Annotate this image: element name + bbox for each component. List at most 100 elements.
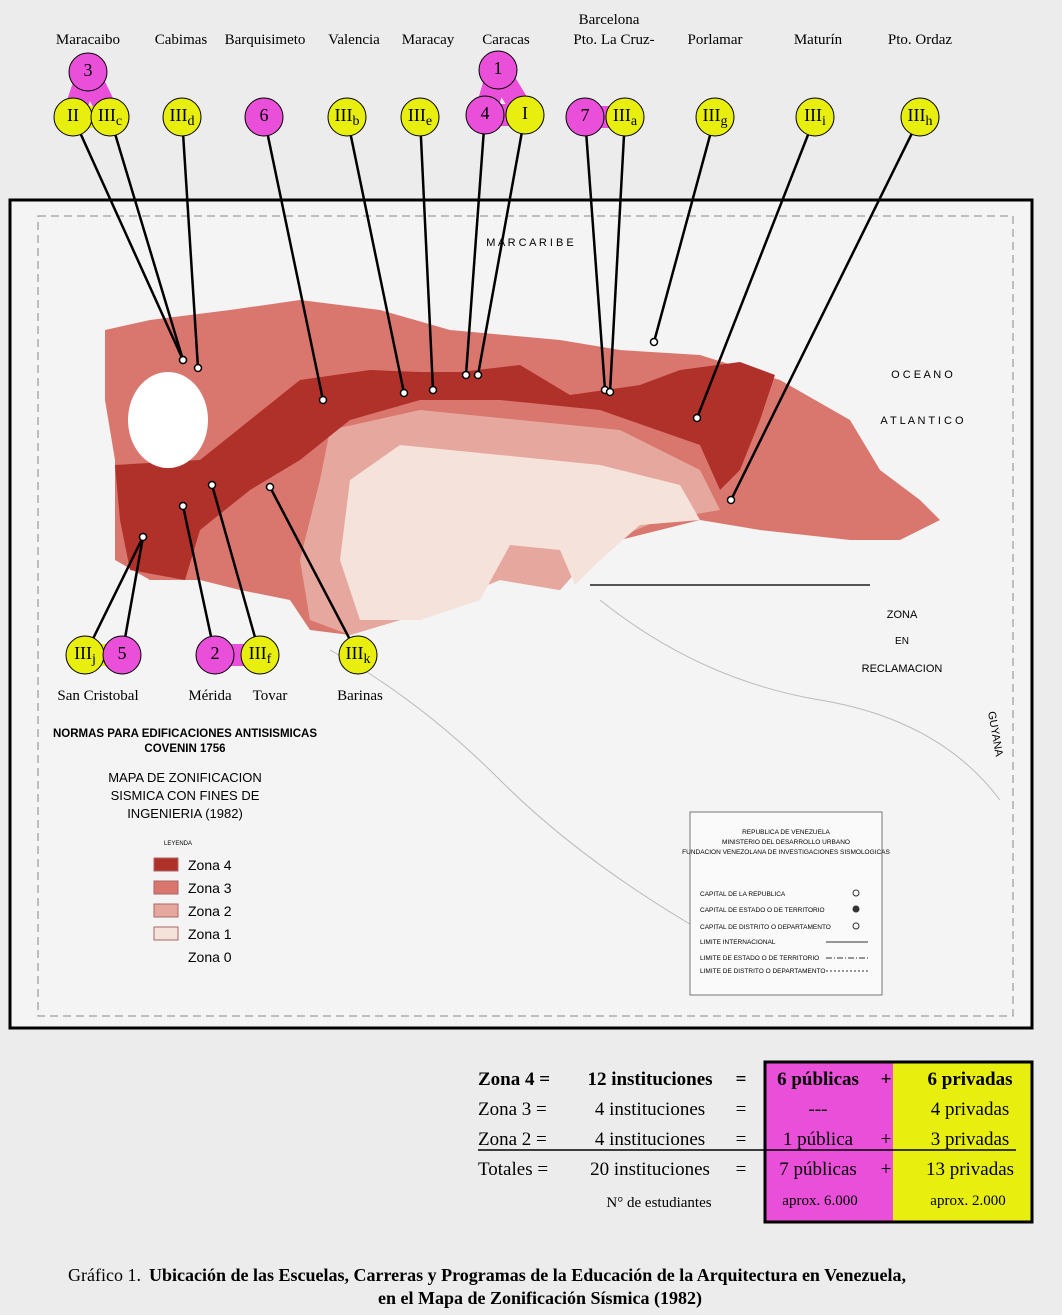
inset-symbol — [852, 922, 860, 930]
inset-box — [689, 811, 883, 996]
public-box — [765, 1062, 893, 1222]
city-point — [178, 501, 188, 511]
marker-label: IIIc — [98, 105, 122, 129]
table-cell: 6 públicas — [777, 1069, 859, 1090]
marker — [795, 97, 835, 137]
table-cell: 4 instituciones — [595, 1099, 705, 1120]
ocean-label: O C E A N O — [891, 369, 953, 381]
marker — [400, 97, 440, 137]
zone-claim-label: RECLAMACION — [862, 663, 943, 675]
marker-sub: b — [352, 114, 359, 129]
city-point — [428, 385, 438, 395]
marker-sub: f — [267, 652, 272, 667]
legend-title: MAPA DE ZONIFICACION — [108, 770, 262, 785]
city-label: Caracas — [482, 32, 530, 48]
norms: COVENIN 1756 — [144, 743, 225, 755]
ocean-label: A T L A N T I C O — [880, 415, 964, 427]
city-label: Tovar — [253, 688, 288, 704]
legend-title: INGENIERIA (1982) — [127, 806, 243, 821]
students-private: aprox. 2.000 — [930, 1193, 1005, 1209]
marker — [478, 50, 518, 90]
leader-line — [180, 116, 200, 369]
marker-main: III — [804, 105, 822, 125]
table-cell: Zona 3 = — [478, 1099, 547, 1120]
city-point — [193, 363, 203, 373]
map-border — [37, 215, 1014, 1017]
marker — [240, 635, 280, 675]
city-label: Maracaibo — [56, 32, 120, 48]
legend-item: Zona 0 — [188, 949, 232, 965]
marker-main: III — [249, 643, 267, 663]
inset-item: LIMITE DE DISTRITO O DEPARTAMENTO — [700, 968, 825, 975]
marker-label: II — [67, 105, 79, 125]
table-cell: Zona 2 = — [478, 1129, 547, 1150]
marker-main: 6 — [260, 105, 269, 125]
marker-label: IIIh — [908, 105, 933, 129]
marker-main: 1 — [494, 58, 503, 78]
zone-1 — [340, 445, 700, 620]
city-label: Porlamar — [688, 32, 743, 48]
marker — [68, 52, 108, 92]
labels: M A R C A R I B E O C E A N O A T L A N … — [53, 237, 1005, 996]
marker — [695, 97, 735, 137]
marker — [195, 635, 235, 675]
marker-label: IIIi — [804, 105, 826, 129]
legend-item: Zona 1 — [188, 926, 232, 942]
marker-label: 6 — [260, 105, 269, 125]
table-cell: = — [736, 1129, 747, 1150]
table-cell: + — [881, 1129, 892, 1150]
city-label: Mérida — [188, 688, 232, 704]
leader-line — [345, 116, 406, 394]
city-point — [649, 337, 659, 347]
marker — [900, 97, 940, 137]
table-cell: 12 instituciones — [587, 1069, 712, 1090]
table-cell: 1 pública — [783, 1129, 854, 1150]
city-point — [178, 355, 188, 365]
table-cell: = — [736, 1099, 747, 1120]
leader-line — [608, 116, 627, 393]
marker-label: 2 — [211, 643, 220, 663]
legend-swatch — [153, 880, 179, 895]
table-cell: 3 privadas — [931, 1129, 1010, 1150]
zone-claim-label: ZONA — [887, 609, 918, 621]
marker — [605, 97, 645, 137]
marker — [465, 95, 505, 135]
marker-label: 3 — [84, 60, 93, 80]
marker-sub: e — [426, 114, 432, 129]
city-point — [605, 387, 615, 397]
city-point — [473, 370, 483, 380]
leader-line — [268, 486, 360, 656]
marker-label: 5 — [118, 643, 127, 663]
legend-swatch — [154, 950, 178, 963]
zone-claim-label: EN — [895, 636, 909, 647]
marker-main: III — [408, 105, 426, 125]
marker-label: IIIa — [613, 105, 638, 129]
marker-main: III — [703, 105, 721, 125]
students-label: N° de estudiantes — [606, 1195, 711, 1211]
city-label: Pto. Ordaz — [888, 32, 952, 48]
marker-main: 3 — [84, 60, 93, 80]
marker-main: 7 — [581, 105, 590, 125]
marker — [102, 635, 142, 675]
leader-line — [583, 116, 607, 391]
marker-sub: d — [187, 114, 194, 129]
inset-symbol — [852, 905, 860, 913]
marker-label: IIId — [170, 105, 195, 129]
marker-label: I — [522, 103, 528, 123]
marker-main: 2 — [211, 643, 220, 663]
marker-label: IIIe — [408, 105, 432, 129]
rivers — [329, 599, 1001, 931]
lake-maracaibo — [128, 372, 208, 468]
leader-line — [418, 116, 435, 391]
city-label: Maturín — [794, 32, 843, 48]
city-label: Valencia — [328, 32, 380, 48]
marker-label: IIIg — [703, 105, 728, 129]
city-label: Maracay — [402, 32, 455, 48]
legend-item: Zona 3 — [188, 880, 232, 896]
inset-symbol — [852, 889, 860, 897]
inset-header: FUNDACION VENEZOLANA DE INVESTIGACIONES … — [682, 849, 890, 856]
inset-item: CAPITAL DE ESTADO O DE TERRITORIO — [700, 907, 825, 914]
marker-sub: h — [925, 114, 932, 129]
leader-line — [120, 536, 145, 656]
